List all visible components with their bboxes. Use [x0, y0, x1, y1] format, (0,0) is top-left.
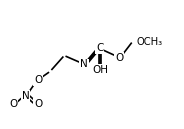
Text: OH: OH	[92, 65, 108, 75]
Text: O: O	[34, 75, 42, 85]
Text: O: O	[115, 53, 123, 63]
Text: C: C	[96, 43, 104, 53]
Text: O: O	[34, 99, 42, 109]
Text: N: N	[22, 91, 30, 101]
Text: O: O	[9, 99, 17, 109]
Text: O: O	[115, 53, 123, 63]
Text: O: O	[34, 99, 42, 109]
Text: N: N	[22, 91, 30, 101]
Text: N: N	[80, 59, 88, 70]
Text: O: O	[9, 99, 17, 109]
Text: OCH₃: OCH₃	[136, 37, 162, 47]
Text: OH: OH	[92, 65, 108, 75]
Text: C: C	[96, 43, 104, 53]
Text: O: O	[34, 75, 42, 85]
Text: N: N	[80, 59, 88, 70]
Text: OCH₃: OCH₃	[136, 37, 162, 47]
